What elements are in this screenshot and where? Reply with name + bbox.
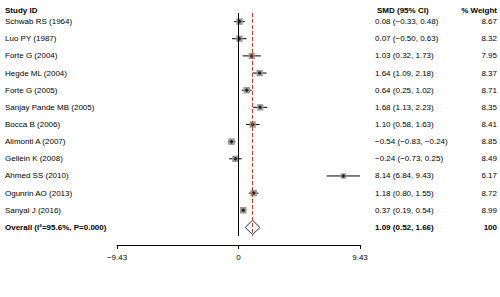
svg-text:8.37: 8.37 — [481, 69, 497, 78]
svg-text:Overall (I²=95.6%, P=0.000): Overall (I²=95.6%, P=0.000) — [5, 223, 107, 232]
svg-text:1.03 (0.32, 1.73): 1.03 (0.32, 1.73) — [375, 51, 434, 60]
svg-text:0.08 (−0.33, 0.48): 0.08 (−0.33, 0.48) — [375, 17, 439, 26]
svg-text:Gellein K (2008): Gellein K (2008) — [5, 154, 63, 163]
svg-text:Hegde ML (2004): Hegde ML (2004) — [5, 69, 67, 78]
svg-text:Ahmed SS (2010): Ahmed SS (2010) — [5, 171, 69, 180]
svg-text:Luo PY (1987): Luo PY (1987) — [5, 34, 57, 43]
svg-text:1.68 (1.13, 2.23): 1.68 (1.13, 2.23) — [375, 103, 434, 112]
svg-text:7.95: 7.95 — [481, 51, 497, 60]
svg-text:−0.54 (−0.83, −0.24): −0.54 (−0.83, −0.24) — [375, 137, 448, 146]
svg-text:Study ID: Study ID — [5, 6, 38, 15]
svg-text:0.37 (0.19, 0.54): 0.37 (0.19, 0.54) — [375, 206, 434, 215]
svg-text:8.49: 8.49 — [481, 154, 497, 163]
svg-text:8.71: 8.71 — [481, 86, 497, 95]
svg-text:SMD (95% CI): SMD (95% CI) — [377, 6, 429, 15]
svg-text:−9.43: −9.43 — [107, 253, 128, 262]
svg-text:1.64 (1.09, 2.18): 1.64 (1.09, 2.18) — [375, 69, 434, 78]
svg-text:6.17: 6.17 — [481, 171, 497, 180]
svg-text:8.32: 8.32 — [481, 34, 497, 43]
svg-text:8.35: 8.35 — [481, 103, 497, 112]
svg-text:8.14 (6.84, 9.43): 8.14 (6.84, 9.43) — [375, 171, 434, 180]
svg-text:100: 100 — [484, 223, 498, 232]
svg-text:0.07 (−0.50, 0.63): 0.07 (−0.50, 0.63) — [375, 34, 439, 43]
svg-text:8.85: 8.85 — [481, 137, 497, 146]
svg-text:8.41: 8.41 — [481, 120, 497, 129]
svg-text:9.43: 9.43 — [352, 253, 368, 262]
svg-text:Forte G (2004): Forte G (2004) — [5, 51, 58, 60]
svg-text:Schwab RS (1964): Schwab RS (1964) — [5, 17, 72, 26]
svg-text:8.67: 8.67 — [481, 17, 497, 26]
svg-text:Alimonti A (2007): Alimonti A (2007) — [5, 137, 66, 146]
svg-text:% Weight: % Weight — [461, 6, 497, 15]
svg-text:0.64 (0.25, 1.02): 0.64 (0.25, 1.02) — [375, 86, 434, 95]
svg-text:−0.24 (−0.73, 0.25): −0.24 (−0.73, 0.25) — [375, 154, 443, 163]
svg-text:Sanjay Pande MB (2005): Sanjay Pande MB (2005) — [5, 103, 95, 112]
svg-text:8.72: 8.72 — [481, 189, 497, 198]
svg-text:Sanyal J (2016): Sanyal J (2016) — [5, 206, 61, 215]
svg-text:1.18 (0.80, 1.55): 1.18 (0.80, 1.55) — [375, 189, 434, 198]
svg-text:8.99: 8.99 — [481, 206, 497, 215]
svg-text:Bocca B (2006): Bocca B (2006) — [5, 120, 60, 129]
svg-text:1.10 (0.58, 1.63): 1.10 (0.58, 1.63) — [375, 120, 434, 129]
svg-text:Forte G (2005): Forte G (2005) — [5, 86, 58, 95]
svg-text:1.09 (0.52, 1.66): 1.09 (0.52, 1.66) — [375, 223, 434, 232]
svg-text:0: 0 — [236, 253, 241, 262]
svg-text:Ogunrin AO (2013): Ogunrin AO (2013) — [5, 189, 72, 198]
